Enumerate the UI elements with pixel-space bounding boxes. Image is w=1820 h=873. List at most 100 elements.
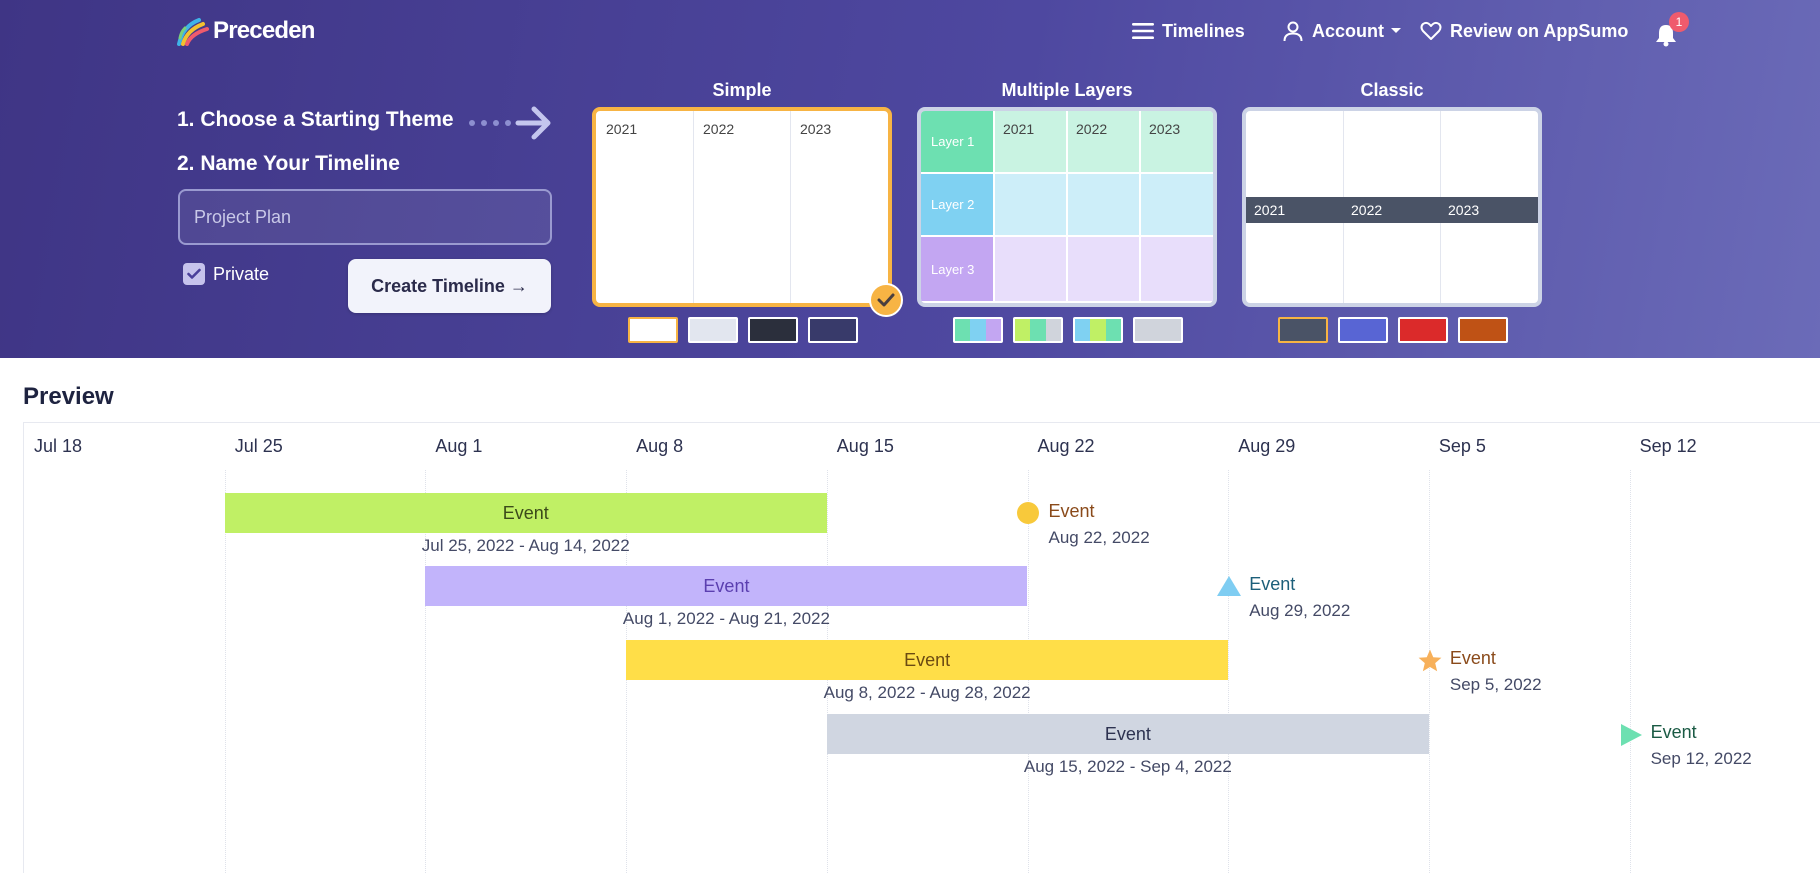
swatch-color — [970, 319, 986, 341]
step-choose-theme: 1. Choose a Starting Theme — [177, 108, 454, 131]
divider — [693, 111, 694, 303]
heart-icon — [1420, 21, 1442, 40]
logo-icon — [177, 18, 209, 46]
swatch-color — [1400, 319, 1446, 341]
timeline-date-label: Aug 8 — [636, 436, 684, 456]
logo-text: Preceden — [213, 17, 315, 44]
theme-color-swatch[interactable] — [1133, 317, 1183, 343]
swatch-color — [1075, 319, 1091, 341]
swatch-color — [1105, 319, 1121, 341]
preview-timeline — [23, 422, 1820, 873]
timeline-date-label: Aug 22 — [1037, 436, 1095, 456]
timeline-date-label: Sep 5 — [1438, 436, 1486, 456]
preceden-logo[interactable]: Preceden — [177, 14, 315, 48]
theme-card-classic[interactable]: 2021 2022 2023 — [1242, 107, 1542, 307]
event-point-label[interactable]: Event — [1249, 574, 1296, 594]
theme-card-multiple-layers[interactable]: Layer 1 Layer 2 Layer 3 2021 2022 2023 — [917, 107, 1217, 307]
swatch-color — [1030, 319, 1046, 341]
nav-review-appsumo[interactable]: Review on AppSumo — [1420, 16, 1628, 46]
swatch-color — [810, 319, 856, 341]
checkbox-checked-icon[interactable] — [183, 263, 205, 285]
event-bar[interactable]: Event — [425, 566, 1028, 606]
swatch-color — [1150, 319, 1166, 341]
timeline-grid-line — [224, 470, 226, 873]
timeline-grid-line — [1228, 470, 1230, 873]
event-point-label[interactable]: Event — [1449, 648, 1496, 668]
header: Preceden Timelines Account Review on App… — [0, 0, 1820, 358]
theme-color-swatch[interactable] — [748, 317, 798, 343]
swatch-color — [630, 319, 676, 341]
triangle-icon[interactable] — [1216, 574, 1242, 603]
swatch-color — [985, 319, 1001, 341]
theme-title-multiple-layers: Multiple Layers — [1001, 80, 1133, 100]
theme-year: 2023 — [1448, 202, 1480, 218]
event-point-label[interactable]: Event — [1650, 722, 1697, 742]
event-point-label[interactable]: Event — [1048, 501, 1095, 521]
theme-color-swatch[interactable] — [1458, 317, 1508, 343]
create-timeline-button[interactable]: Create Timeline → — [348, 259, 551, 313]
timeline-grid-line — [1428, 470, 1430, 873]
selected-check-icon — [869, 283, 903, 317]
swatch-color — [1165, 319, 1181, 341]
swatch-color — [1045, 319, 1061, 341]
bell-icon — [1656, 25, 1676, 47]
theme-color-swatch[interactable] — [953, 317, 1003, 343]
layer-cell — [1068, 174, 1139, 237]
theme-year: 2023 — [1149, 121, 1181, 137]
timeline-date-label: Aug 29 — [1238, 436, 1296, 456]
event-bar[interactable]: Event — [826, 714, 1429, 754]
theme-year: 2021 — [1003, 121, 1035, 137]
theme-color-swatch[interactable] — [1278, 317, 1328, 343]
theme-color-swatch[interactable] — [1073, 317, 1123, 343]
swatch-color — [1340, 319, 1386, 341]
nav-timelines-label: Timelines — [1162, 20, 1245, 41]
event-date-range: Aug 8, 2022 - Aug 28, 2022 — [823, 683, 1031, 702]
swatch-color — [1280, 319, 1326, 341]
user-icon — [1283, 21, 1303, 42]
theme-year: 2022 — [703, 121, 735, 137]
nav-account-label: Account — [1312, 20, 1384, 41]
event-date-range: Jul 25, 2022 - Aug 14, 2022 — [421, 536, 630, 555]
theme-color-swatch[interactable] — [1338, 317, 1388, 343]
theme-color-swatch[interactable] — [808, 317, 858, 343]
theme-year: 2021 — [1254, 202, 1286, 218]
layer-cell — [995, 111, 1066, 174]
layer-cell — [995, 237, 1066, 303]
layer-label: Layer 2 — [921, 174, 993, 237]
theme-color-swatch[interactable] — [628, 317, 678, 343]
theme-title-simple: Simple — [712, 80, 772, 100]
swatch-color — [1135, 319, 1151, 341]
nav-timelines[interactable]: Timelines — [1132, 16, 1245, 46]
event-bar[interactable]: Event — [626, 640, 1229, 680]
theme-color-swatch[interactable] — [1013, 317, 1063, 343]
swatch-color — [1090, 319, 1106, 341]
theme-card-simple[interactable]: 2021 2022 2023 — [592, 107, 892, 307]
classic-year-band — [1246, 197, 1538, 223]
circle-icon[interactable] — [1016, 501, 1040, 530]
nav-review-label: Review on AppSumo — [1450, 20, 1629, 41]
notifications-button[interactable]: 1 — [1655, 12, 1689, 48]
swatch-color — [955, 319, 971, 341]
timeline-name-input[interactable] — [178, 189, 552, 245]
nav-account[interactable]: Account — [1282, 16, 1402, 46]
timeline-date-label: Jul 25 — [234, 436, 283, 456]
theme-color-swatch[interactable] — [1398, 317, 1448, 343]
private-label: Private — [213, 263, 270, 284]
theme-year: 2021 — [606, 121, 638, 137]
preview-title: Preview — [23, 383, 114, 410]
event-bar[interactable]: Event — [224, 493, 827, 533]
event-point-date: Sep 12, 2022 — [1650, 749, 1752, 768]
divider — [790, 111, 791, 303]
arrow-right-icon — [469, 106, 551, 140]
swatch-color — [1015, 319, 1031, 341]
event-date-range: Aug 1, 2022 - Aug 21, 2022 — [622, 609, 830, 628]
notification-count-badge: 1 — [1669, 12, 1689, 32]
layer-label: Layer 1 — [921, 111, 993, 174]
caret-down-icon — [1391, 28, 1401, 33]
star-icon[interactable] — [1417, 648, 1443, 679]
timeline-date-label: Aug 15 — [836, 436, 894, 456]
private-checkbox[interactable]: Private — [183, 263, 269, 285]
hamburger-icon — [1132, 23, 1154, 39]
theme-color-swatch[interactable] — [688, 317, 738, 343]
play-icon[interactable] — [1618, 722, 1644, 753]
